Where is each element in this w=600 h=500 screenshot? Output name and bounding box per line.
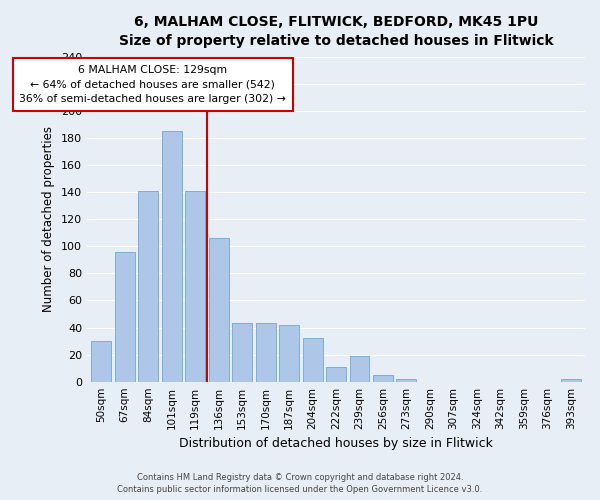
Bar xyxy=(302,338,323,382)
Text: 6 MALHAM CLOSE: 129sqm
← 64% of detached houses are smaller (542)
36% of semi-de: 6 MALHAM CLOSE: 129sqm ← 64% of detached… xyxy=(19,64,286,104)
Bar xyxy=(138,190,158,382)
Text: Contains HM Land Registry data © Crown copyright and database right 2024.
Contai: Contains HM Land Registry data © Crown c… xyxy=(118,472,482,494)
Bar xyxy=(326,367,346,382)
Bar xyxy=(256,324,275,382)
Bar xyxy=(279,325,299,382)
Bar xyxy=(161,131,182,382)
Bar xyxy=(350,356,370,382)
X-axis label: Distribution of detached houses by size in Flitwick: Distribution of detached houses by size … xyxy=(179,437,493,450)
Bar xyxy=(115,252,134,382)
Bar xyxy=(397,379,416,382)
Bar xyxy=(185,190,205,382)
Bar xyxy=(373,375,393,382)
Bar xyxy=(209,238,229,382)
Bar xyxy=(91,341,111,382)
Y-axis label: Number of detached properties: Number of detached properties xyxy=(43,126,55,312)
Bar xyxy=(232,324,252,382)
Bar xyxy=(561,379,581,382)
Title: 6, MALHAM CLOSE, FLITWICK, BEDFORD, MK45 1PU
Size of property relative to detach: 6, MALHAM CLOSE, FLITWICK, BEDFORD, MK45… xyxy=(119,15,553,48)
